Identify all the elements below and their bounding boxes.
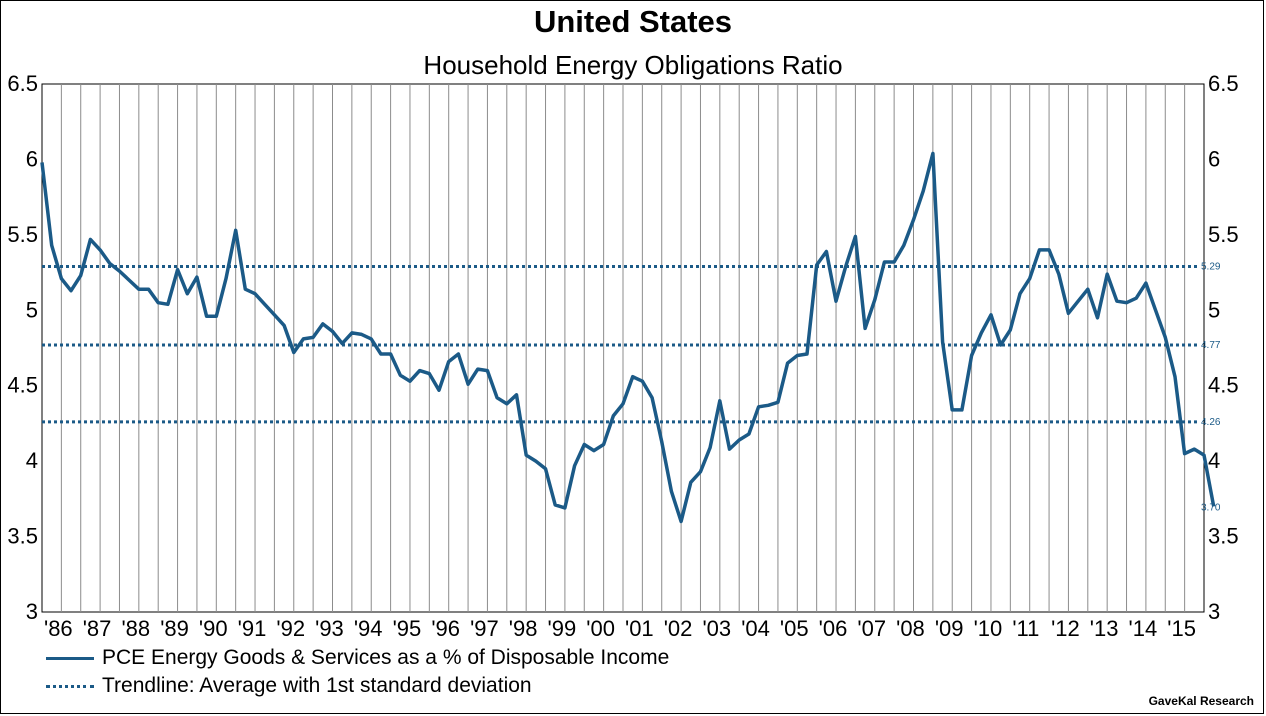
x-tick-label: '99: [548, 616, 577, 641]
y-tick-label-left: 3: [26, 599, 38, 624]
legend: PCE Energy Goods & Services as a % of Di…: [46, 644, 669, 700]
source-credit: GaveKal Research: [1148, 694, 1254, 708]
value-labels: 5.29 4.77 4.26 3.70: [1201, 262, 1221, 514]
legend-dotted-line-swatch: [46, 684, 94, 688]
x-tick-label: '09: [935, 616, 964, 641]
y-tick-label-right: 4: [1208, 448, 1220, 473]
y-axis-left: 3 3.5 4 4.5 5 5.5 6 6.5: [7, 71, 38, 624]
y-tick-label-left: 3.5: [7, 524, 38, 549]
x-tick-label: '93: [315, 616, 344, 641]
x-tick-label: '94: [354, 616, 383, 641]
x-tick-label: '05: [780, 616, 809, 641]
x-tick-label: '02: [664, 616, 693, 641]
x-tick-label: '88: [121, 616, 150, 641]
y-tick-label-left: 5.5: [7, 222, 38, 247]
y-tick-label-right: 3.5: [1208, 524, 1239, 549]
y-tick-label-right: 6.5: [1208, 71, 1239, 96]
x-tick-label: '04: [741, 616, 770, 641]
x-tick-label: '12: [1051, 616, 1080, 641]
x-tick-label: '92: [276, 616, 305, 641]
y-tick-label-left: 4: [26, 448, 38, 473]
x-tick-label: '13: [1090, 616, 1119, 641]
x-tick-label: '96: [431, 616, 460, 641]
x-tick-label: '03: [702, 616, 731, 641]
legend-solid-line-swatch: [46, 656, 94, 660]
y-tick-label-right: 4.5: [1208, 373, 1239, 398]
x-tick-label: '01: [625, 616, 654, 641]
y-tick-label-left: 4.5: [7, 373, 38, 398]
x-tick-label: '00: [586, 616, 615, 641]
x-tick-label: '06: [819, 616, 848, 641]
x-tick-label: '07: [857, 616, 886, 641]
last-value-label: 3.70: [1201, 502, 1221, 513]
x-tick-label: '11: [1012, 616, 1039, 641]
x-tick-label: '91: [238, 616, 267, 641]
trendline-value-label: 4.77: [1201, 340, 1221, 351]
x-tick-label: '15: [1167, 616, 1196, 641]
x-tick-label: '86: [44, 616, 73, 641]
x-tick-label: '10: [974, 616, 1003, 641]
reference-lines: [42, 265, 1198, 424]
y-tick-label-right: 6: [1208, 146, 1220, 171]
y-axis-right: 3 3.5 4 4.5 5 5.5 6 6.5: [1208, 71, 1239, 624]
y-tick-label-left: 5: [26, 297, 38, 322]
legend-item-pce: PCE Energy Goods & Services as a % of Di…: [46, 644, 669, 672]
legend-item-trendline: Trendline: Average with 1st standard dev…: [46, 672, 669, 700]
legend-label-pce: PCE Energy Goods & Services as a % of Di…: [102, 646, 670, 669]
x-tick-label: '95: [393, 616, 422, 641]
chart-subtitle: Household Energy Obligations Ratio: [423, 50, 843, 80]
x-tick-label: '98: [509, 616, 538, 641]
y-tick-label-left: 6.5: [7, 71, 38, 96]
x-tick-label: '97: [470, 616, 499, 641]
trendline-value-label: 4.26: [1201, 417, 1221, 428]
x-tick-label: '87: [83, 616, 112, 641]
y-tick-label-right: 5.5: [1208, 222, 1239, 247]
x-tick-label: '08: [896, 616, 925, 641]
y-tick-label-right: 3: [1208, 599, 1220, 624]
series-line-pce-energy: [40, 151, 1216, 524]
x-axis: '86 '87 '88 '89 '90 '91 '92 '93 '94 '95 '96 '97 '98 '…: [44, 616, 1196, 641]
series-lines: [40, 151, 1216, 524]
x-tick-label: '14: [1129, 616, 1158, 641]
trendline-value-label: 5.29: [1201, 262, 1221, 273]
y-tick-label-left: 6: [26, 146, 38, 171]
grid-lines: [41, 83, 1205, 613]
x-tick-label: '90: [199, 616, 228, 641]
chart-title: United States: [533, 4, 733, 39]
legend-label-trendline: Trendline: Average with 1st standard dev…: [102, 674, 532, 697]
x-tick-label: '89: [160, 616, 189, 641]
y-tick-label-right: 5: [1208, 297, 1220, 322]
